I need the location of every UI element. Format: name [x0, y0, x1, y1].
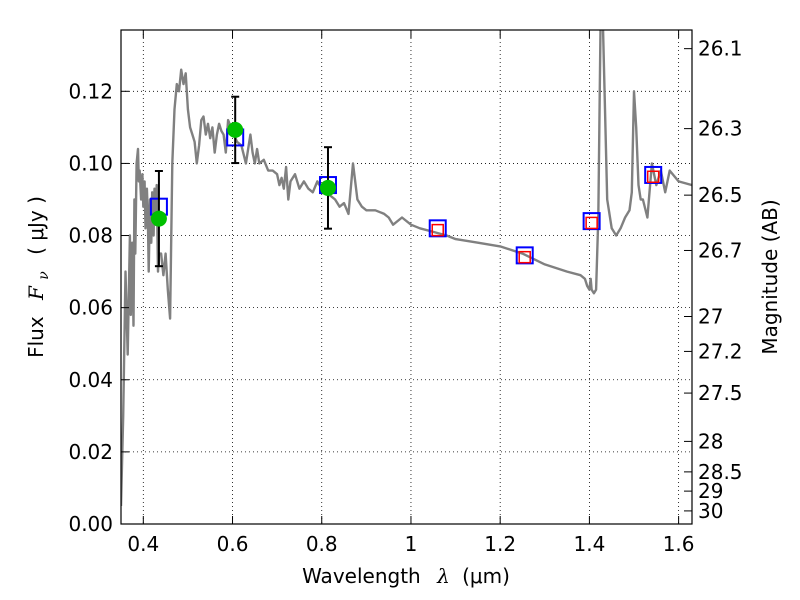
y-tick-label: 0.02 — [68, 440, 113, 464]
model-predicted-point — [518, 250, 531, 264]
y-tick-label: 0.08 — [68, 224, 113, 248]
photometry-layer — [149, 95, 663, 268]
y2-tick-label: 26.5 — [698, 183, 743, 207]
model-predicted-point — [646, 170, 660, 184]
x-tick-label: 1.4 — [573, 532, 605, 556]
y-tick-label: 0.12 — [68, 79, 113, 103]
model-predicted-point — [431, 223, 444, 237]
x-tick-label: 1.6 — [663, 532, 695, 556]
y2-tick-label: 26.1 — [698, 37, 743, 61]
x-tick-label: 0.6 — [217, 532, 249, 556]
x-axis-unit: (μm) — [462, 564, 510, 588]
y-tick-label: 0.00 — [68, 512, 113, 536]
y-axis-title: Flux F ν ( μJy ) — [24, 196, 53, 358]
observed-point — [319, 179, 336, 196]
y2-tick-label: 28.5 — [698, 460, 743, 484]
y-axis-unit: ( μJy ) — [24, 196, 48, 255]
axis-ticks: 0.4 0.6 0.8 1 1.2 1.4 1.6 0.00 0.02 0.04 0.06 0.08 0… — [68, 30, 743, 556]
y-tick-label: 0.06 — [68, 296, 113, 320]
y2-tick-label: 27.5 — [698, 381, 743, 405]
observed-point — [227, 121, 244, 138]
y-axis-subscript: ν — [36, 271, 52, 280]
y2-tick-label: 26.3 — [698, 117, 743, 141]
x-axis-symbol: λ — [436, 564, 450, 588]
y2-axis-title: Magnitude (AB) — [758, 199, 782, 354]
y2-tick-label: 30 — [698, 499, 723, 523]
y2-tick-label: 27 — [698, 305, 723, 329]
y-axis-title-text: Flux — [24, 316, 48, 358]
plot-frame — [120, 29, 693, 525]
x-tick-label: 1.2 — [484, 532, 516, 556]
x-tick-label: 0.4 — [127, 532, 159, 556]
y-tick-label: 0.10 — [68, 151, 113, 175]
observed-point — [150, 210, 167, 227]
x-axis-title: Wavelength λ (μm) — [302, 564, 510, 588]
x-tick-label: 0.8 — [306, 532, 338, 556]
y2-tick-label: 28 — [698, 429, 723, 453]
y2-tick-label: 29 — [698, 479, 723, 503]
model-spectrum-layer — [121, 30, 692, 507]
y2-tick-label: 27.2 — [698, 339, 743, 363]
y2-tick-label: 26.7 — [698, 238, 743, 262]
model-spectrum-line — [121, 30, 692, 507]
y-tick-label: 0.04 — [68, 368, 113, 392]
x-axis-title-text: Wavelength — [302, 564, 421, 588]
x-tick-label: 1 — [405, 532, 418, 556]
model-predicted-point — [585, 216, 598, 230]
y-axis-symbol: F — [24, 285, 48, 301]
